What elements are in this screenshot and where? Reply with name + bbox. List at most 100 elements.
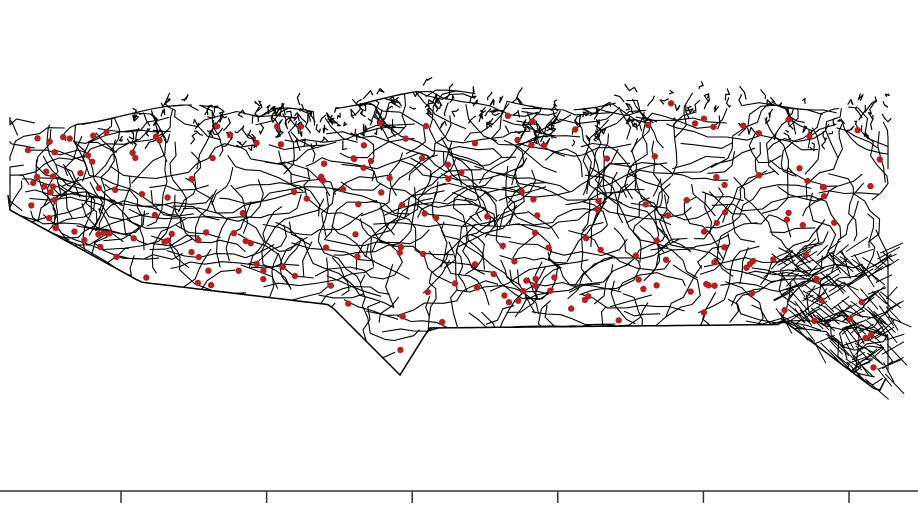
point-marker — [49, 183, 57, 190]
road-segment — [766, 99, 773, 107]
road-segment — [822, 131, 828, 141]
road-segment — [323, 124, 326, 130]
point-marker — [700, 115, 708, 122]
road-segment — [445, 83, 454, 101]
road-segment — [97, 116, 170, 133]
point-marker — [756, 172, 763, 179]
road-segment — [822, 285, 846, 301]
point-marker — [354, 253, 361, 260]
road-segment — [828, 173, 881, 248]
point-marker — [770, 256, 777, 263]
road-segment — [733, 177, 801, 259]
point-marker — [297, 123, 305, 130]
road-segment — [362, 90, 374, 100]
road-segment — [643, 245, 661, 282]
road-segment — [471, 86, 475, 98]
road-segment — [854, 342, 875, 354]
road-segment — [25, 189, 87, 198]
road-segment — [703, 93, 710, 110]
point-marker — [691, 120, 699, 127]
road-segment — [431, 93, 438, 104]
road-segment — [805, 265, 818, 277]
road-segment — [508, 238, 628, 257]
road-segment — [439, 120, 448, 129]
road-segment — [769, 96, 777, 105]
road-segment — [544, 148, 583, 178]
point-marker — [397, 346, 404, 354]
point-marker — [632, 252, 639, 259]
road-segment — [427, 108, 434, 116]
point-marker — [785, 116, 792, 123]
road-segment — [600, 109, 646, 131]
road-segment — [877, 246, 901, 260]
road-segment — [53, 189, 116, 201]
road-segment — [230, 184, 249, 234]
road-segment — [258, 123, 265, 135]
road-segment — [777, 256, 794, 266]
point-marker — [327, 282, 335, 289]
road-segment — [42, 213, 160, 260]
road-segment — [639, 225, 698, 279]
road-segment — [628, 173, 670, 204]
road-segment — [274, 107, 281, 117]
road-segment — [527, 210, 560, 239]
road-segment — [853, 254, 866, 272]
point-marker — [514, 136, 521, 144]
road-segment — [700, 313, 730, 326]
point-marker — [867, 331, 875, 339]
point-marker — [683, 197, 690, 204]
road-segment — [580, 222, 604, 283]
road-segment — [447, 153, 482, 222]
road-segment — [632, 178, 669, 249]
point-marker — [164, 194, 171, 201]
point-marker — [644, 121, 652, 129]
road-segment — [150, 190, 194, 218]
point-marker — [213, 123, 221, 130]
road-segment — [304, 108, 312, 122]
road-segment — [874, 258, 889, 271]
point-marker — [799, 221, 806, 229]
road-segment — [769, 159, 863, 187]
road-segment — [398, 159, 498, 220]
point-marker — [239, 209, 246, 217]
road-segment — [9, 141, 35, 149]
road-segment — [834, 258, 849, 269]
road-segment — [511, 87, 523, 103]
road-segment — [86, 141, 118, 153]
road-segment — [703, 93, 710, 103]
road-segment — [794, 267, 819, 279]
road-segment — [856, 354, 872, 366]
road-segment — [378, 296, 400, 323]
road-segment — [350, 128, 357, 136]
road-segment — [845, 236, 869, 252]
point-marker — [103, 129, 110, 136]
road-segment — [802, 185, 838, 217]
point-marker — [291, 272, 299, 280]
point-marker — [290, 188, 298, 196]
road-segment — [568, 263, 631, 293]
point-marker — [188, 248, 195, 256]
point-marker — [530, 196, 537, 203]
road-segment — [467, 115, 477, 124]
road-segment — [361, 104, 367, 112]
road-segment — [624, 83, 638, 93]
road-segment — [254, 100, 262, 107]
road-segment — [829, 339, 844, 355]
point-marker — [471, 261, 479, 268]
road-segment — [391, 119, 485, 169]
road-segment — [409, 106, 416, 110]
road-segment — [324, 117, 358, 143]
point-marker — [876, 156, 883, 163]
road-segment — [654, 183, 671, 233]
point-marker — [89, 158, 96, 165]
road-segment — [456, 285, 554, 294]
road-segment — [802, 294, 814, 302]
road-segment — [796, 253, 810, 270]
road-segment — [221, 136, 234, 147]
road-segment — [492, 108, 499, 113]
road-segment — [392, 95, 401, 109]
point-marker — [846, 315, 854, 323]
road-segment — [829, 349, 852, 371]
road-segment — [815, 344, 827, 364]
road-segment — [680, 142, 733, 149]
